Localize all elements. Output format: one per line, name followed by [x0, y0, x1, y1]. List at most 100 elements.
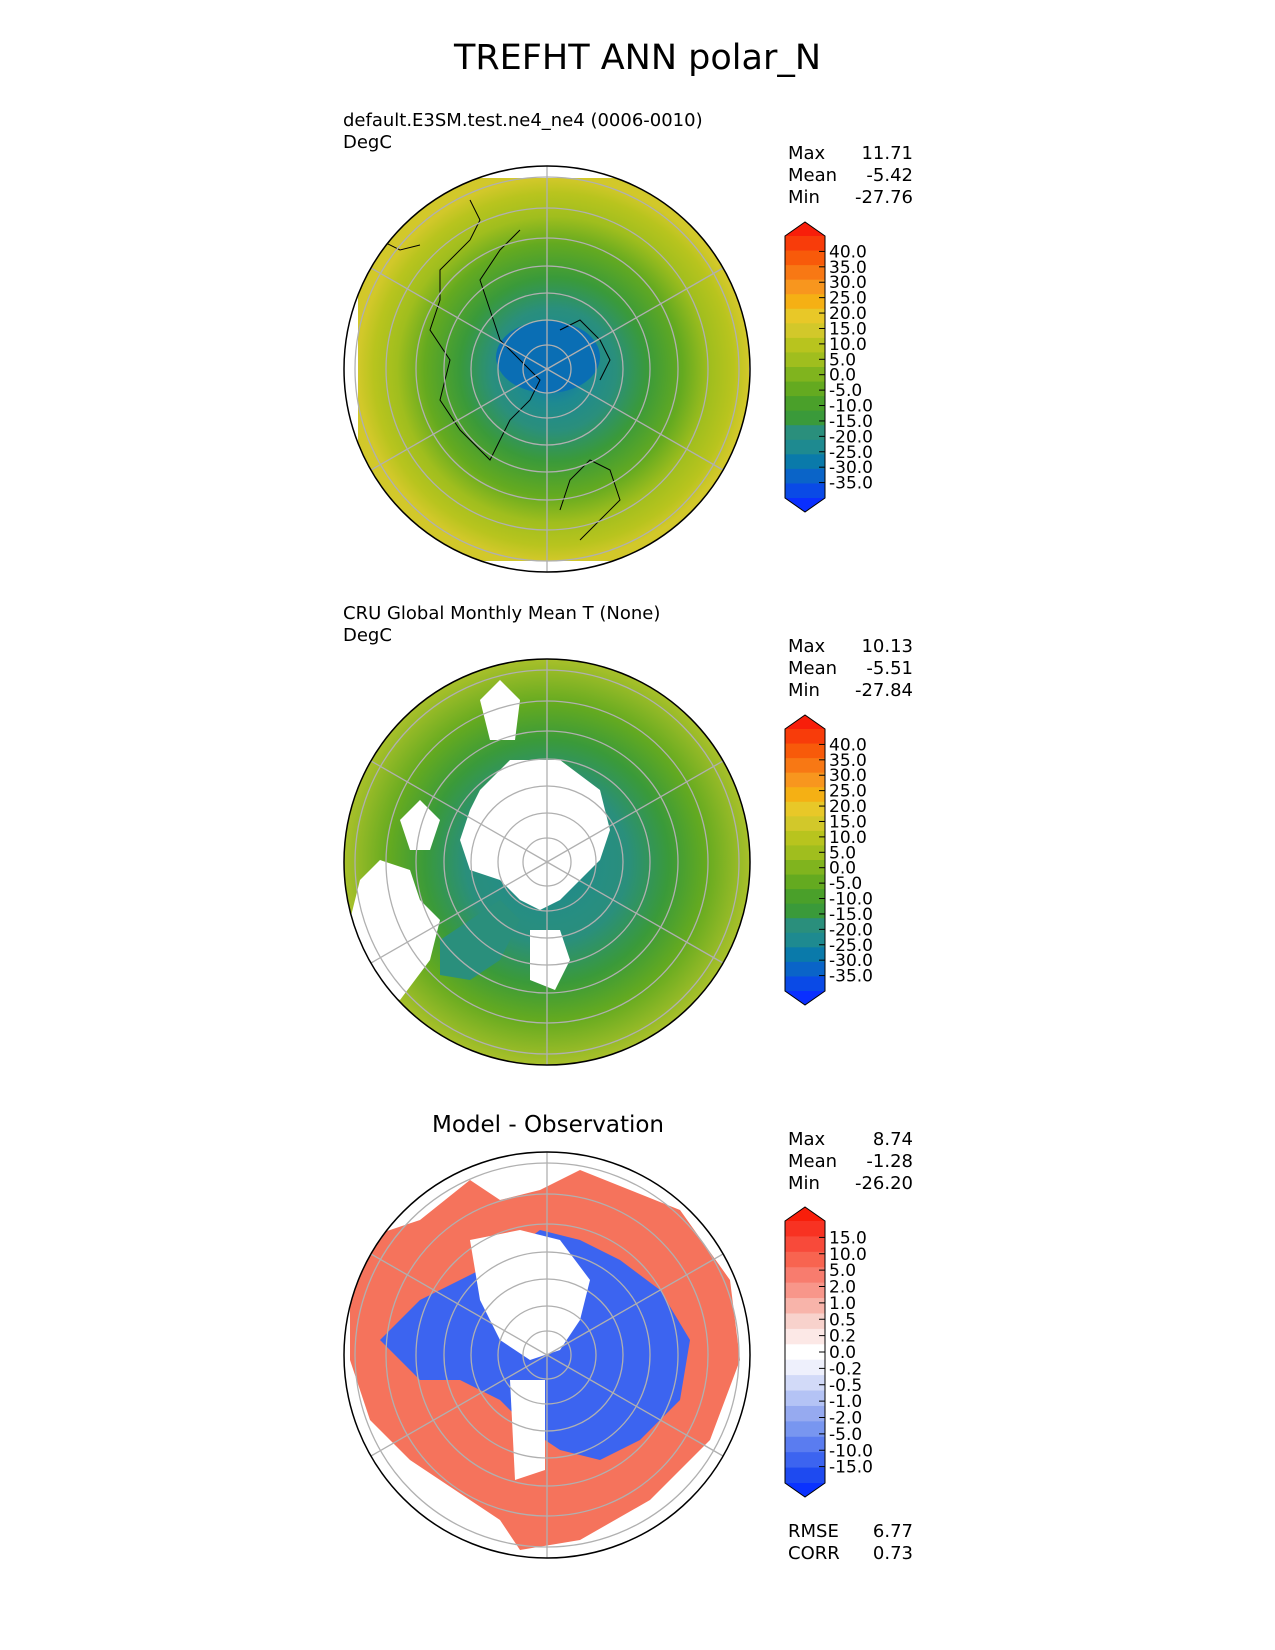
panel-obs-stats: Max 10.13 Mean -5.51 Min -27.84 — [788, 636, 913, 702]
metric-rmse-value: 6.77 — [872, 1521, 913, 1542]
diff-graticule — [354, 1152, 740, 1558]
colorbar-segment — [785, 1359, 825, 1376]
colorbar-tick-label: 40.0 — [829, 242, 867, 262]
model-coast-svalbard — [559, 319, 611, 381]
colorbar-tick-label: -2.0 — [829, 1409, 862, 1429]
metric-corr-value: 0.73 — [872, 1543, 913, 1564]
colorbar-tick-label: 2.0 — [829, 1278, 856, 1298]
colorbar-segment — [785, 1251, 825, 1268]
stat-min-row: Min -27.84 — [788, 680, 913, 702]
colorbar-segment — [785, 729, 825, 745]
main-title: TREFHT ANN polar_N — [453, 38, 822, 78]
stat-max-value: 11.71 — [861, 143, 913, 164]
colorbar-min-extend — [785, 498, 825, 512]
metric-rmse-row: RMSE 6.77 — [788, 1521, 913, 1543]
colorbar-tick-label: -35.0 — [829, 474, 873, 494]
colorbar-segment — [785, 308, 825, 324]
colorbar-segment — [785, 758, 825, 774]
colorbar-tick-label: 10.0 — [829, 335, 867, 355]
colorbar-tick-label: 0.0 — [829, 859, 856, 879]
colorbar-segment — [785, 468, 825, 484]
stat-max-row: Max 10.13 — [788, 636, 913, 658]
panel-diff-metrics: RMSE 6.77 CORR 0.73 — [788, 1521, 913, 1565]
colorbar-tick-label: 30.0 — [829, 766, 867, 786]
colorbar-tick-label: 0.5 — [829, 1310, 856, 1330]
colorbar-segment — [785, 860, 825, 876]
colorbar-segment — [785, 1436, 825, 1453]
colorbar-segment — [785, 279, 825, 295]
colorbar-segment — [785, 787, 825, 803]
diff-map-boundary — [343, 1151, 751, 1559]
colorbar-difference: 15.010.05.02.01.00.50.20.0-0.2-0.5-1.0-2… — [784, 1206, 873, 1498]
colorbar-segment — [785, 1405, 825, 1422]
colorbar-segment — [785, 265, 825, 281]
colorbar-outline — [784, 1206, 826, 1498]
stat-max-label: Max — [788, 1129, 826, 1150]
colorbar-segment — [785, 889, 825, 905]
colorbar-tick-label: -10.0 — [829, 890, 873, 910]
panel-obs-title: CRU Global Monthly Mean T (None) DegC — [343, 603, 660, 647]
model-graticule — [354, 166, 740, 572]
colorbar-tick-label: 5.0 — [829, 1261, 856, 1281]
stat-max-value: 10.13 — [861, 636, 913, 657]
stat-max-row: Max 8.74 — [788, 1129, 913, 1151]
colorbar-tick-label: -35.0 — [829, 967, 873, 987]
stat-mean-label: Mean — [788, 1151, 838, 1172]
colorbar-segment — [785, 250, 825, 266]
diff-near-zero-wedge — [510, 1380, 545, 1480]
colorbar-segment — [785, 1375, 825, 1392]
stat-min-value: -27.84 — [854, 680, 913, 701]
colorbar-segment — [785, 323, 825, 339]
model-coast-scandinavia — [559, 459, 621, 541]
colorbar-segment — [785, 743, 825, 759]
panel-model-title-line1: default.E3SM.test.ne4_ne4 (0006-0010) — [343, 110, 703, 131]
panel-model-stats: Max 11.71 Mean -5.42 Min -27.76 — [788, 143, 913, 209]
colorbar-tick-label: 0.0 — [829, 1343, 856, 1363]
panel-model-units: DegC — [343, 132, 392, 153]
colorbar-tick-label: -0.5 — [829, 1376, 862, 1396]
stat-max-label: Max — [788, 636, 826, 657]
stat-mean-label: Mean — [788, 165, 838, 186]
model-cold-core — [496, 321, 600, 393]
colorbar-tick-label: 30.0 — [829, 273, 867, 293]
colorbar-segment — [785, 337, 825, 353]
colorbar-segment — [785, 816, 825, 832]
colorbar-tick-label: 10.0 — [829, 1245, 867, 1265]
colorbar-tick-label: -30.0 — [829, 458, 873, 478]
stat-min-row: Min -27.76 — [788, 187, 913, 209]
colorbar-segment — [785, 410, 825, 426]
stat-mean-label: Mean — [788, 658, 838, 679]
colorbar-tick-label: -5.0 — [829, 1425, 862, 1445]
colorbar-tick-label: -20.0 — [829, 427, 873, 447]
colorbar-tick-label: 15.0 — [829, 319, 867, 339]
colorbar-tick-label: 25.0 — [829, 782, 867, 802]
colorbar-tick-label: -0.2 — [829, 1359, 862, 1379]
colorbar-outline — [784, 221, 826, 513]
colorbar-tick-label: -5.0 — [829, 381, 862, 401]
colorbar-segment — [785, 1328, 825, 1345]
colorbar-tick-label: -10.0 — [829, 1441, 873, 1461]
map-observation — [343, 658, 751, 1066]
colorbar-tick-label: 35.0 — [829, 751, 867, 771]
colorbar-segment — [785, 830, 825, 846]
model-map-boundary — [343, 165, 751, 573]
map-model — [343, 165, 751, 573]
stat-min-label: Min — [788, 680, 820, 701]
colorbar-segment — [785, 236, 825, 252]
panel-obs-title-line1: CRU Global Monthly Mean T (None) — [343, 603, 661, 624]
colorbar-segment — [785, 483, 825, 499]
colorbar-tick-label: -1.0 — [829, 1392, 862, 1412]
colorbar-min-extend — [785, 1483, 825, 1497]
colorbar-segment — [785, 932, 825, 948]
colorbar-segment — [785, 1267, 825, 1284]
obs-map-boundary — [343, 658, 751, 1066]
colorbar-segment — [785, 1221, 825, 1237]
obs-baltic-mask — [530, 930, 570, 990]
colorbar-segment — [785, 947, 825, 963]
colorbar-segment — [785, 801, 825, 817]
colorbar-model: 40.035.030.025.020.015.010.05.00.0-5.0-1… — [784, 221, 873, 513]
stat-min-row: Min -26.20 — [788, 1173, 913, 1195]
colorbar-segment — [785, 1344, 825, 1361]
colorbar-tick-label: -15.0 — [829, 1458, 873, 1478]
colorbar-segment — [785, 976, 825, 992]
